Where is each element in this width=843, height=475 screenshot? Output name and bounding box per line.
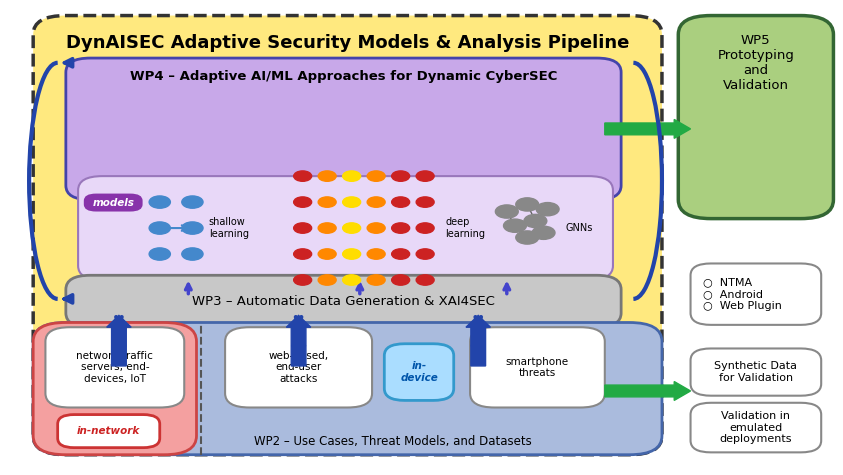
- Text: in-network: in-network: [77, 426, 140, 436]
- Circle shape: [516, 231, 539, 244]
- FancyArrow shape: [466, 315, 491, 366]
- Circle shape: [503, 219, 526, 232]
- Circle shape: [149, 248, 170, 260]
- FancyArrow shape: [604, 381, 690, 400]
- FancyBboxPatch shape: [33, 323, 196, 455]
- Circle shape: [392, 197, 410, 207]
- Circle shape: [182, 222, 203, 234]
- Text: network traffic
servers, end-
devices, IoT: network traffic servers, end- devices, I…: [77, 351, 153, 384]
- Circle shape: [368, 171, 385, 181]
- Circle shape: [293, 275, 312, 285]
- Text: WP3 – Automatic Data Generation & XAI4SEC: WP3 – Automatic Data Generation & XAI4SE…: [192, 295, 495, 308]
- Circle shape: [368, 197, 385, 207]
- Text: shallow
learning: shallow learning: [209, 217, 249, 239]
- Circle shape: [416, 275, 434, 285]
- FancyBboxPatch shape: [57, 415, 160, 447]
- Circle shape: [149, 222, 170, 234]
- FancyBboxPatch shape: [690, 349, 821, 396]
- Circle shape: [293, 197, 312, 207]
- FancyArrow shape: [287, 315, 311, 366]
- FancyBboxPatch shape: [83, 194, 142, 211]
- Circle shape: [516, 198, 539, 211]
- Text: deep
learning: deep learning: [446, 217, 486, 239]
- Circle shape: [149, 196, 170, 208]
- Text: GNNs: GNNs: [566, 223, 593, 233]
- Circle shape: [416, 171, 434, 181]
- Circle shape: [416, 249, 434, 259]
- Circle shape: [416, 197, 434, 207]
- Circle shape: [318, 275, 336, 285]
- FancyBboxPatch shape: [33, 16, 662, 455]
- Circle shape: [392, 171, 410, 181]
- Circle shape: [318, 249, 336, 259]
- Text: Validation in
emulated
deployments: Validation in emulated deployments: [720, 411, 792, 444]
- Circle shape: [392, 275, 410, 285]
- Text: ○  NTMA
○  Android
○  Web Plugin: ○ NTMA ○ Android ○ Web Plugin: [703, 277, 781, 311]
- FancyBboxPatch shape: [690, 264, 821, 325]
- Text: smartphone
threats: smartphone threats: [506, 357, 569, 378]
- FancyBboxPatch shape: [690, 403, 821, 452]
- Circle shape: [318, 171, 336, 181]
- Text: models: models: [92, 198, 134, 208]
- Circle shape: [524, 214, 547, 228]
- Circle shape: [532, 226, 555, 239]
- Circle shape: [342, 171, 361, 181]
- FancyBboxPatch shape: [66, 58, 621, 199]
- Circle shape: [342, 223, 361, 233]
- Circle shape: [293, 223, 312, 233]
- Text: WP4 – Adaptive AI/ML Approaches for Dynamic CyberSEC: WP4 – Adaptive AI/ML Approaches for Dyna…: [130, 70, 557, 83]
- FancyBboxPatch shape: [470, 327, 604, 408]
- Circle shape: [368, 223, 385, 233]
- Circle shape: [392, 223, 410, 233]
- Circle shape: [293, 171, 312, 181]
- FancyBboxPatch shape: [225, 327, 372, 408]
- Circle shape: [496, 205, 518, 218]
- Circle shape: [318, 197, 336, 207]
- FancyArrow shape: [107, 315, 132, 366]
- Circle shape: [182, 248, 203, 260]
- Text: DynAISEC Adaptive Security Models & Analysis Pipeline: DynAISEC Adaptive Security Models & Anal…: [66, 35, 629, 52]
- Text: web-based,
end-user
attacks: web-based, end-user attacks: [269, 351, 329, 384]
- Circle shape: [342, 275, 361, 285]
- Circle shape: [536, 202, 559, 216]
- FancyBboxPatch shape: [384, 344, 454, 400]
- Circle shape: [182, 196, 203, 208]
- FancyBboxPatch shape: [78, 176, 613, 280]
- Circle shape: [342, 197, 361, 207]
- Text: WP2 – Use Cases, Threat Models, and Datasets: WP2 – Use Cases, Threat Models, and Data…: [254, 435, 531, 447]
- Circle shape: [416, 223, 434, 233]
- Circle shape: [368, 249, 385, 259]
- FancyBboxPatch shape: [46, 327, 185, 408]
- Text: Synthetic Data
for Validation: Synthetic Data for Validation: [714, 361, 797, 383]
- Circle shape: [293, 249, 312, 259]
- Circle shape: [392, 249, 410, 259]
- Circle shape: [368, 275, 385, 285]
- FancyBboxPatch shape: [679, 16, 834, 219]
- Text: WP5
Prototyping
and
Validation: WP5 Prototyping and Validation: [717, 35, 794, 93]
- FancyBboxPatch shape: [66, 276, 621, 327]
- Circle shape: [318, 223, 336, 233]
- FancyBboxPatch shape: [33, 323, 662, 455]
- FancyArrow shape: [604, 119, 690, 138]
- Circle shape: [342, 249, 361, 259]
- Text: in-
device: in- device: [400, 361, 438, 383]
